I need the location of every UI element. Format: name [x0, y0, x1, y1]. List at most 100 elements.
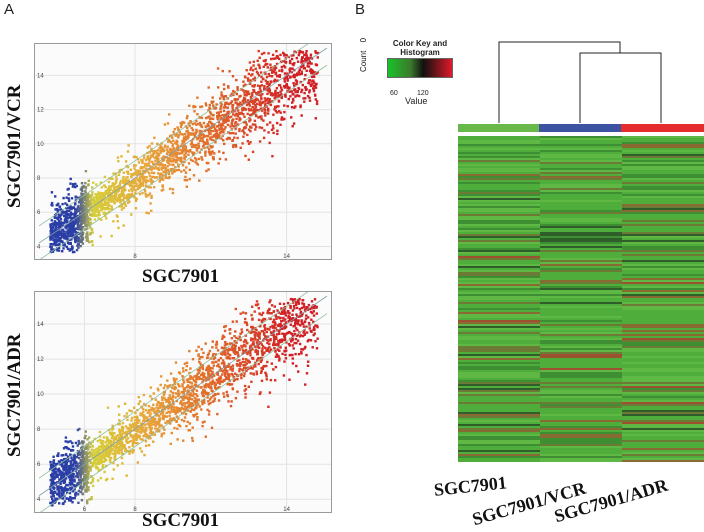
- scatter-vcr-point: [133, 164, 135, 166]
- scatter-adr-point: [196, 419, 198, 421]
- scatter-adr-point: [84, 437, 86, 439]
- scatter-vcr-point: [231, 107, 233, 109]
- scatter-vcr-point: [69, 249, 71, 251]
- scatter-adr-point: [254, 310, 256, 312]
- scatter-adr-point: [84, 477, 86, 479]
- scatter-vcr-point: [59, 206, 61, 208]
- scatter-vcr-point: [260, 71, 262, 73]
- scatter-adr-point: [262, 352, 264, 354]
- scatter-adr-point: [148, 444, 150, 446]
- scatter-vcr-point: [172, 140, 174, 142]
- scatter-adr-point: [121, 451, 123, 453]
- scatter-vcr-point: [266, 123, 268, 125]
- scatter-vcr-point: [295, 82, 297, 84]
- scatter-vcr-point: [263, 129, 265, 131]
- scatter-vcr-point: [161, 164, 163, 166]
- scatter-adr-point: [109, 457, 111, 459]
- scatter-vcr-point: [85, 203, 87, 205]
- scatter-adr-point: [132, 443, 134, 445]
- scatter-vcr-point: [59, 225, 61, 227]
- scatter-vcr-point: [99, 235, 101, 237]
- scatter-vcr-point: [161, 178, 163, 180]
- scatter-vcr-point: [266, 93, 268, 95]
- scatter-vcr-point: [242, 89, 244, 91]
- scatter-vcr-point: [157, 149, 159, 151]
- scatter-adr-point: [233, 380, 235, 382]
- scatter-vcr-y-tick-label: 6: [37, 210, 41, 216]
- scatter-adr-point: [240, 345, 242, 347]
- scatter-adr-point: [244, 321, 246, 323]
- scatter-vcr-point: [115, 199, 117, 201]
- scatter-vcr-point: [207, 142, 209, 144]
- scatter-adr-point: [72, 465, 74, 467]
- scatter-vcr-point: [61, 212, 63, 214]
- scatter-adr-point: [284, 334, 286, 336]
- scatter-adr-point: [52, 482, 54, 484]
- scatter-vcr-point: [236, 93, 238, 95]
- scatter-adr-point: [200, 386, 202, 388]
- scatter-vcr-point: [295, 94, 297, 96]
- scatter-adr-point: [282, 317, 284, 319]
- scatter-vcr-point: [116, 214, 118, 216]
- scatter-vcr-point: [101, 186, 103, 188]
- scatter-adr-point: [185, 425, 187, 427]
- scatter-vcr-point: [108, 181, 110, 183]
- scatter-vcr-point: [91, 229, 93, 231]
- scatter-adr-point: [197, 354, 199, 356]
- scatter-adr-point: [107, 440, 109, 442]
- scatter-adr-point: [299, 343, 301, 345]
- scatter-vcr-point: [62, 247, 64, 249]
- scatter-adr-point: [191, 385, 193, 387]
- scatter-vcr-point: [144, 190, 146, 192]
- scatter-adr-point: [163, 387, 165, 389]
- scatter-vcr-point: [257, 60, 259, 62]
- scatter-vcr-point: [139, 193, 141, 195]
- scatter-vcr-point: [68, 193, 70, 195]
- scatter-vcr-point: [232, 104, 234, 106]
- scatter-vcr-point: [218, 150, 220, 152]
- scatter-vcr-point: [122, 178, 124, 180]
- scatter-adr-point: [87, 448, 89, 450]
- scatter-vcr-point: [293, 62, 295, 64]
- scatter-adr-point: [250, 326, 252, 328]
- scatter-adr-point: [144, 424, 146, 426]
- scatter-vcr-point: [152, 153, 154, 155]
- scatter-adr-point: [221, 373, 223, 375]
- scatter-vcr-point: [279, 124, 281, 126]
- scatter-adr-point: [109, 440, 111, 442]
- scatter-adr-point: [294, 353, 296, 355]
- scatter-vcr-point: [201, 117, 203, 119]
- scatter-vcr-point: [50, 230, 52, 232]
- scatter-vcr-point: [218, 134, 220, 136]
- scatter-adr-point: [99, 454, 101, 456]
- scatter-adr-point: [134, 437, 136, 439]
- scatter-adr-points: [49, 298, 319, 507]
- scatter-vcr-point: [281, 66, 283, 68]
- scatter-vcr-point: [244, 76, 246, 78]
- scatter-vcr-point: [80, 220, 82, 222]
- scatter-adr-point: [266, 361, 268, 363]
- scatter-adr-point: [306, 372, 308, 374]
- scatter-vcr-point: [177, 136, 179, 138]
- scatter-vcr-point: [223, 106, 225, 108]
- scatter-vcr-point: [205, 170, 207, 172]
- scatter-adr-point: [283, 360, 285, 362]
- scatter-vcr-point: [315, 83, 317, 85]
- scatter-vcr-point: [267, 112, 269, 114]
- scatter-adr-point: [217, 393, 219, 395]
- scatter-vcr-point: [145, 159, 147, 161]
- scatter-vcr-point: [81, 182, 83, 184]
- scatter-adr-point: [241, 328, 243, 330]
- scatter-adr-point: [189, 429, 191, 431]
- scatter-adr-point: [266, 378, 268, 380]
- scatter-adr-point: [205, 342, 207, 344]
- scatter-vcr-point: [102, 192, 104, 194]
- scatter-adr-point: [86, 438, 88, 440]
- scatter-adr-point: [182, 398, 184, 400]
- scatter-adr-point: [149, 412, 151, 414]
- scatter-vcr-point: [66, 220, 68, 222]
- scatter-vcr-point: [199, 122, 201, 124]
- scatter-vcr-point: [272, 124, 274, 126]
- scatter-vcr-point: [63, 230, 65, 232]
- scatter-vcr-point: [64, 236, 66, 238]
